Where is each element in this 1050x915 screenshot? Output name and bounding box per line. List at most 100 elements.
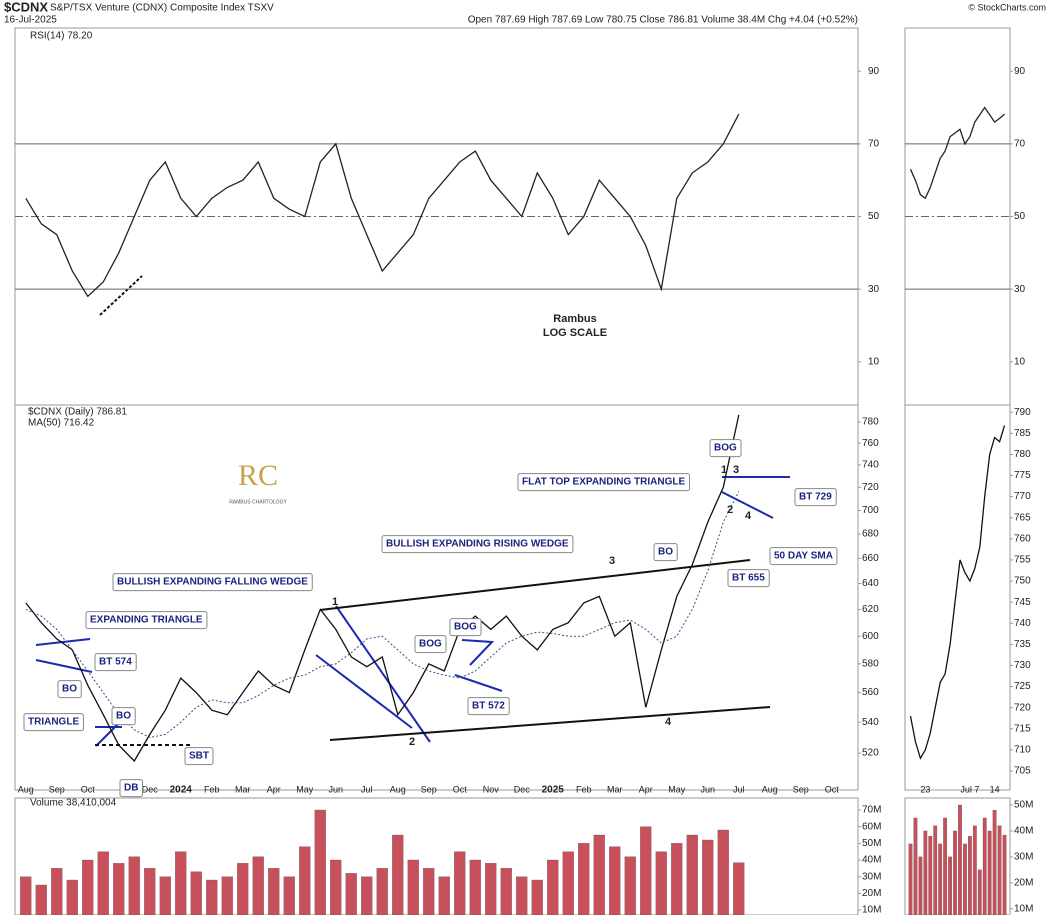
date: 16-Jul-2025 (4, 15, 57, 26)
volume-bar (717, 829, 729, 915)
volume-bar (702, 839, 714, 915)
volume-bar (407, 859, 419, 915)
x-tick-label: Aug (18, 784, 34, 794)
annotation-text: BT 574 (99, 657, 132, 668)
annotation: BULLISH EXPANDING RISING WEDGE (381, 535, 574, 554)
y-tick-label: 705 (1014, 766, 1031, 777)
annotation: 2 (727, 504, 733, 516)
annotation-text: LOG SCALE (543, 327, 607, 339)
y-tick-label: 90 (1014, 66, 1026, 77)
y-tick-label: 30 (1014, 284, 1026, 295)
volume-bar (268, 868, 280, 915)
volume-bar (252, 856, 264, 915)
quote: Open 787.69 High 787.69 Low 780.75 Close… (468, 15, 858, 26)
volume-bar (159, 876, 171, 915)
x-tick-label: Jun (700, 784, 715, 794)
legend-entry: RSI(14) 78.20 (30, 31, 93, 42)
volume-bar (609, 846, 621, 915)
y-tick-label: 70M (862, 805, 881, 816)
y-tick-label: 10 (868, 356, 880, 367)
annotation-text: 4 (745, 510, 752, 522)
volume-bar (237, 863, 249, 915)
volume-bar (175, 851, 187, 915)
y-tick-label: 60M (862, 821, 881, 832)
y-tick-label: 50M (1014, 800, 1033, 811)
x-tick-label: Nov (483, 784, 500, 794)
volume-bar (624, 856, 636, 915)
x-tick-label: Mar (235, 784, 251, 794)
annotation-text: BO (116, 711, 131, 722)
annotation-box (111, 707, 136, 726)
moving-average-line (25, 491, 740, 739)
y-tick-label: 580 (862, 659, 879, 670)
annotation-text: 4 (665, 716, 672, 728)
x-tick-label: Feb (204, 784, 220, 794)
annotation-text: BT 655 (732, 573, 765, 584)
volume-bar (953, 830, 957, 915)
annotation-box (709, 439, 742, 458)
annotation-text: DB (124, 783, 138, 794)
annotation: BOG (449, 618, 482, 637)
annotation-box (653, 543, 678, 562)
volume-bar (987, 830, 992, 915)
annotation: SBT (184, 747, 214, 766)
annotation-box (449, 618, 482, 637)
volume-bar (20, 876, 32, 915)
annotation-text: SBT (189, 751, 209, 762)
logo: RC (238, 459, 278, 492)
annotation-text: 1 (332, 596, 338, 608)
y-tick-label: 720 (1014, 702, 1031, 713)
y-tick-label: 760 (862, 438, 879, 449)
x-tick-label: Sep (421, 784, 437, 794)
annotation-text: BOG (714, 443, 737, 454)
annotation-box (94, 653, 137, 672)
annotation-box (23, 713, 84, 732)
symbol: $CDNX (4, 0, 48, 14)
annotation-text: BO (658, 547, 673, 558)
annotation: FLAT TOP EXPANDING TRIANGLE (517, 473, 690, 492)
y-tick-label: 765 (1014, 512, 1031, 523)
volume-bar (469, 859, 481, 915)
volume-bar (918, 856, 923, 915)
y-tick-label: 755 (1014, 555, 1031, 566)
x-tick-label: May (668, 784, 686, 794)
annotation: 1 (721, 464, 727, 476)
volume-bar (943, 817, 948, 915)
x-tick-label: Feb (576, 784, 592, 794)
annotation-text: 2 (727, 504, 733, 516)
annotation-text: 3 (609, 555, 615, 567)
annotation-box (727, 569, 770, 588)
y-tick-label: 30 (868, 284, 880, 295)
annotation-box (184, 747, 214, 766)
annotation-text: 3 (733, 464, 739, 476)
x-tick-label: Mar (607, 784, 623, 794)
volume-bar (938, 843, 943, 915)
x-tick-label: Apr (267, 784, 281, 794)
annotation-text: FLAT TOP EXPANDING TRIANGLE (522, 477, 685, 488)
volume-bar (578, 843, 590, 915)
x-tick-label: Aug (390, 784, 406, 794)
volume-bar (992, 810, 997, 915)
annotation: 2 (409, 736, 415, 748)
y-tick-label: 735 (1014, 639, 1031, 650)
x-tick-label: Jul 7 (960, 784, 979, 794)
y-tick-label: 40M (862, 855, 881, 866)
y-tick-label: 750 (1014, 576, 1031, 587)
annotation: BT 572 (467, 697, 510, 716)
annotation: BT 655 (727, 569, 770, 588)
volume-bar (923, 830, 928, 915)
volume-bar (908, 843, 913, 915)
annotation: BO (57, 680, 82, 699)
volume-bar (913, 817, 918, 915)
y-tick-label: 730 (1014, 660, 1031, 671)
volume-bar (516, 876, 528, 915)
volume-bar (562, 851, 574, 915)
volume-bar (958, 804, 962, 915)
annotation-text: 1 (721, 464, 727, 476)
y-tick-label: 90 (868, 66, 880, 77)
x-tick-label: Aug (762, 784, 778, 794)
legend-entry: Volume 38,410,004 (30, 798, 117, 809)
y-tick-label: 540 (862, 717, 879, 728)
annotation-text: BOG (419, 639, 442, 650)
